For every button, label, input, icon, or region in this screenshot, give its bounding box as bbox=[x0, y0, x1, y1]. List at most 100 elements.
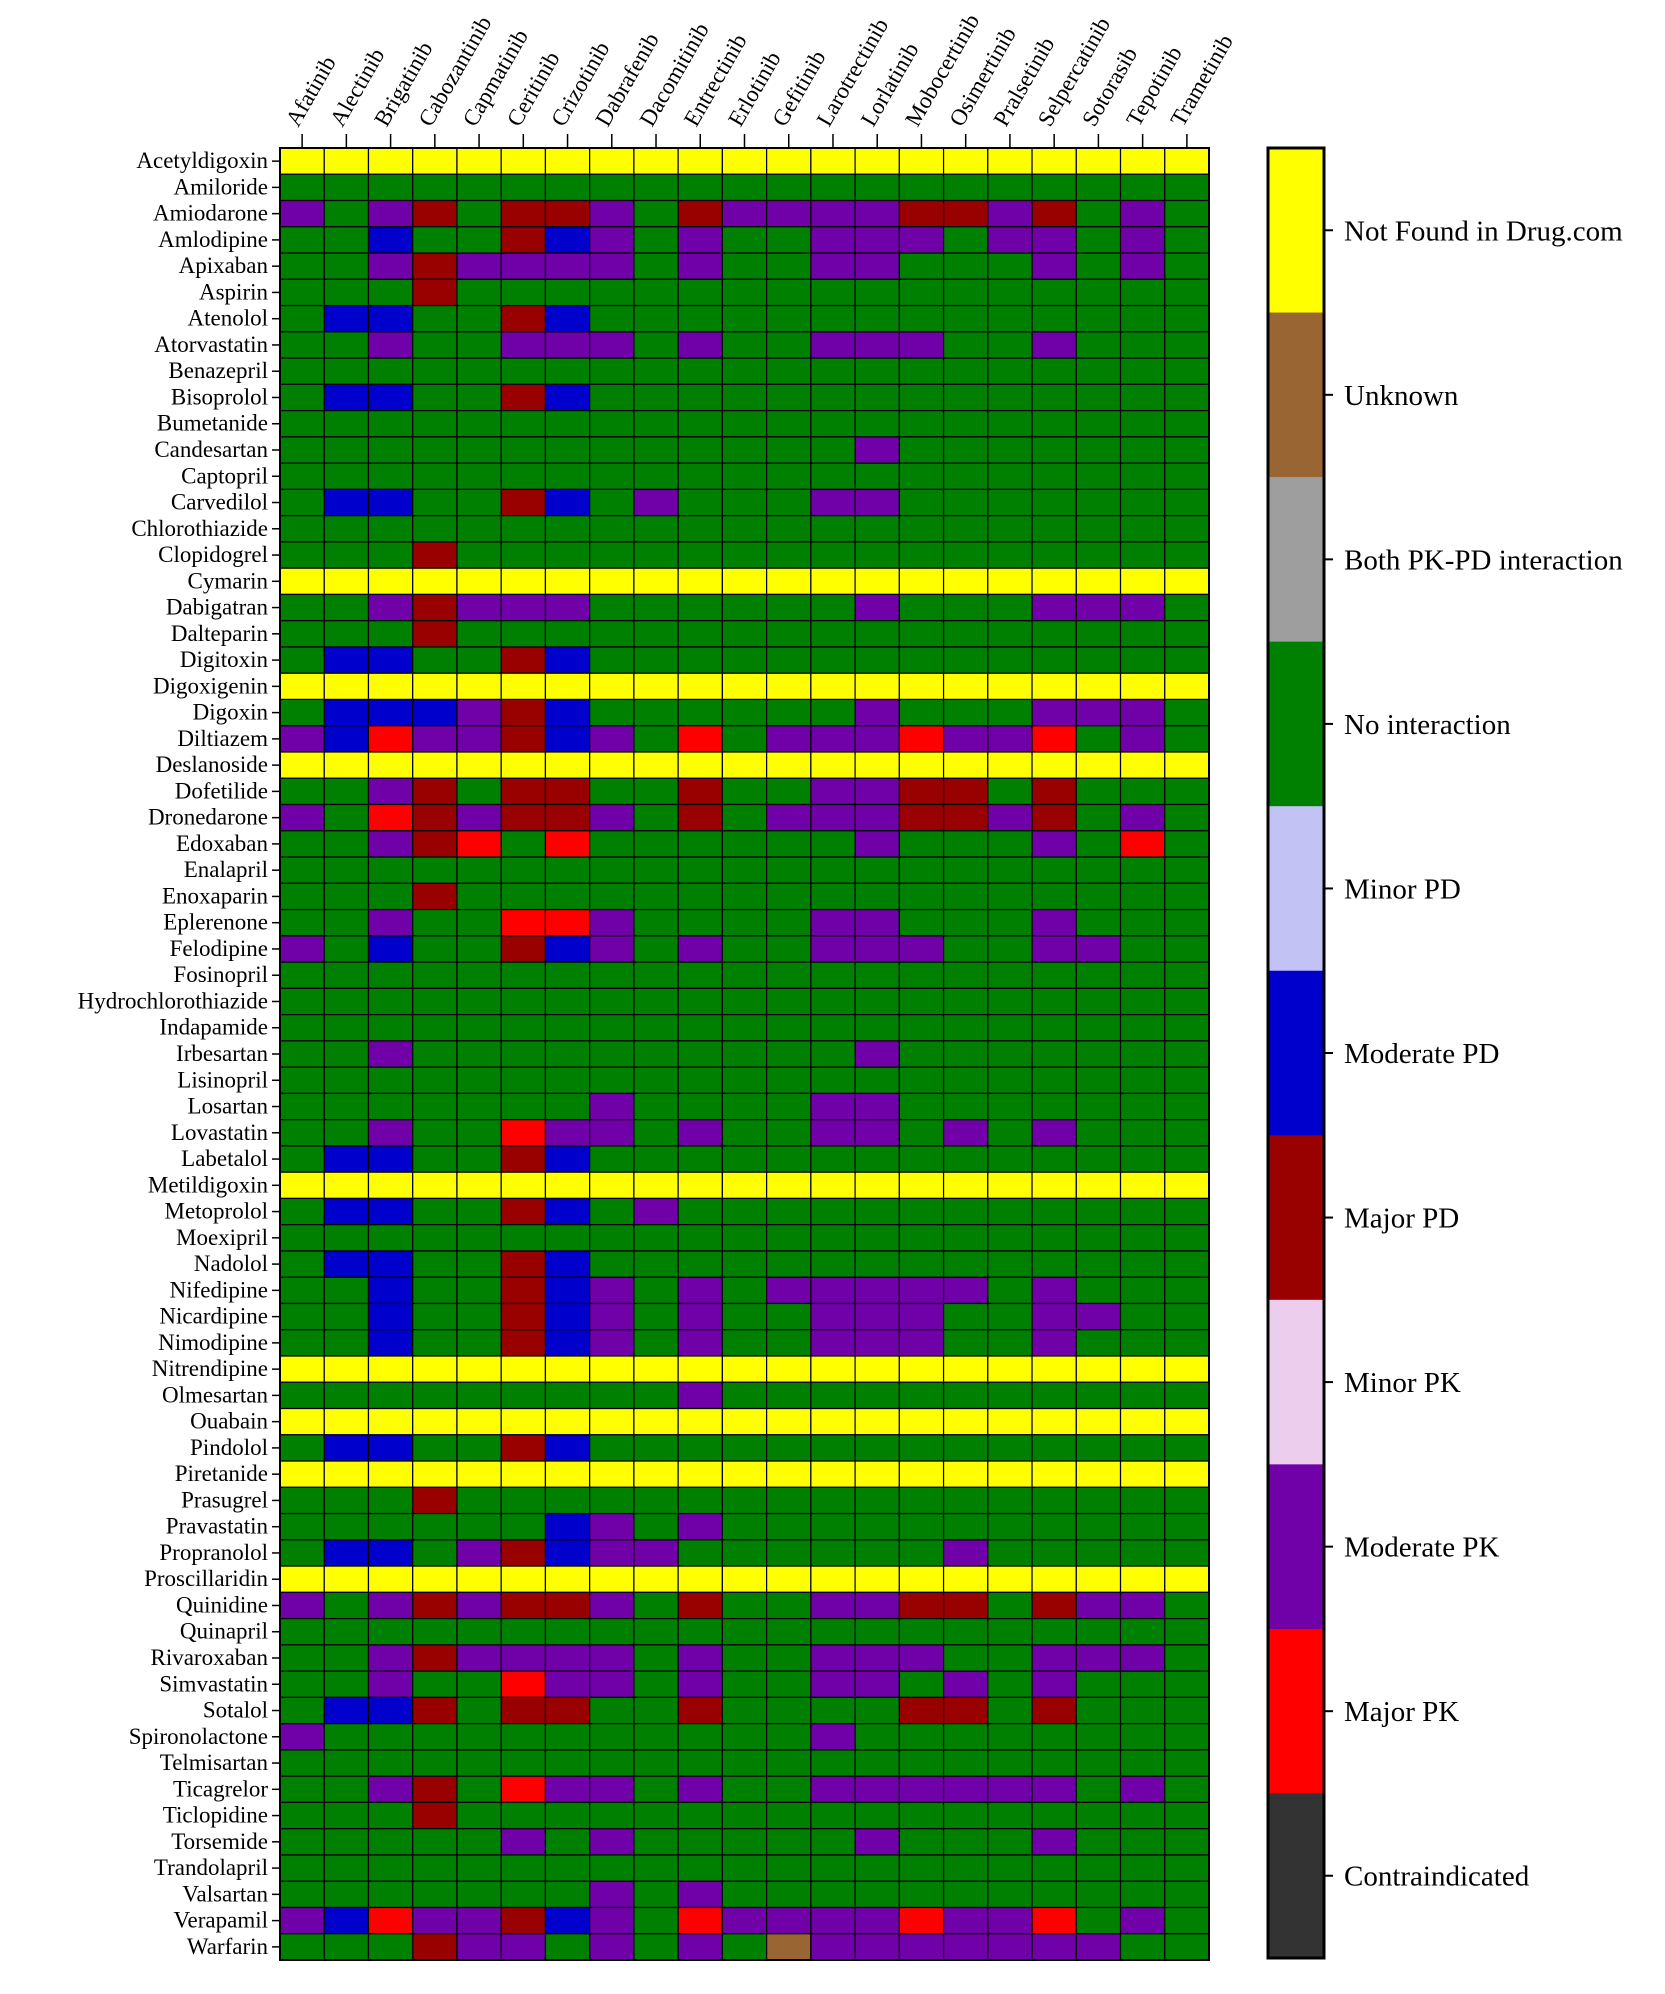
heatmap-cell bbox=[677, 226, 723, 254]
row-label: Amiodarone bbox=[153, 201, 268, 226]
column-labels: AfatinibAlectinibBrigatinibCabozantinibC… bbox=[281, 10, 1238, 148]
heatmap-cell bbox=[279, 1145, 325, 1173]
heatmap-cell bbox=[323, 935, 370, 963]
heatmap-cell bbox=[1119, 1539, 1166, 1567]
heatmap-cell bbox=[367, 383, 414, 412]
heatmap-cell bbox=[1164, 541, 1210, 569]
heatmap-cell bbox=[323, 1486, 370, 1515]
heatmap-cell bbox=[367, 935, 414, 963]
heatmap-cell bbox=[854, 278, 900, 307]
row-label: Rivaroxaban bbox=[150, 1645, 268, 1670]
heatmap-cell bbox=[1164, 1224, 1210, 1252]
heatmap-cell bbox=[1075, 331, 1122, 359]
row-label: Eplerenone bbox=[163, 910, 268, 935]
heatmap-cell bbox=[898, 1381, 945, 1410]
row-label: Verapamil bbox=[173, 1908, 268, 1933]
heatmap-cell bbox=[1075, 698, 1122, 727]
heatmap-cell bbox=[589, 357, 635, 385]
heatmap-cell bbox=[987, 987, 1033, 1016]
heatmap-cell bbox=[721, 1434, 768, 1462]
heatmap-cell bbox=[544, 1854, 591, 1882]
heatmap-cell bbox=[1075, 672, 1122, 701]
heatmap-cell bbox=[1119, 646, 1166, 674]
heatmap-cell bbox=[279, 830, 325, 858]
heatmap-cell bbox=[942, 961, 989, 989]
heatmap-cell bbox=[854, 1197, 900, 1226]
heatmap-cell bbox=[367, 1486, 414, 1515]
heatmap-cell bbox=[589, 278, 635, 307]
heatmap-cell bbox=[810, 1644, 856, 1672]
heatmap-cell bbox=[766, 1801, 812, 1830]
heatmap-cell bbox=[1075, 1723, 1122, 1751]
heatmap-cell bbox=[810, 1119, 856, 1147]
heatmap-cell bbox=[898, 1854, 945, 1882]
heatmap-cell bbox=[987, 803, 1033, 832]
heatmap-cell bbox=[677, 620, 723, 648]
heatmap-cell bbox=[721, 1066, 768, 1094]
heatmap-cell bbox=[456, 1329, 502, 1357]
heatmap-cell bbox=[721, 1801, 768, 1830]
heatmap-cell bbox=[854, 1723, 900, 1751]
heatmap-cell bbox=[500, 1407, 547, 1436]
heatmap-cell bbox=[367, 803, 414, 832]
heatmap-cell bbox=[1119, 1749, 1166, 1777]
heatmap-cell bbox=[766, 856, 812, 884]
row-label: Clopidogrel bbox=[158, 542, 268, 567]
heatmap-cell bbox=[677, 1828, 723, 1856]
heatmap-cell bbox=[279, 226, 325, 254]
heatmap-cell bbox=[854, 462, 900, 490]
heatmap-cell bbox=[898, 1906, 945, 1935]
heatmap-cell bbox=[367, 1880, 414, 1909]
heatmap-cell bbox=[721, 1512, 768, 1541]
heatmap-cell bbox=[500, 1460, 547, 1488]
heatmap-cell bbox=[854, 856, 900, 884]
heatmap-cell bbox=[898, 1696, 945, 1725]
heatmap-cell bbox=[987, 173, 1033, 202]
heatmap-cell bbox=[1119, 803, 1166, 832]
heatmap-cell bbox=[1164, 1434, 1210, 1462]
heatmap-cell bbox=[633, 908, 679, 937]
heatmap-cell bbox=[721, 1224, 768, 1252]
heatmap-cell bbox=[898, 1775, 945, 1804]
heatmap-cell bbox=[1164, 1749, 1210, 1777]
heatmap-cell bbox=[1164, 1775, 1210, 1804]
heatmap-cell bbox=[279, 410, 325, 438]
row-label: Hydrochlorothiazide bbox=[78, 988, 268, 1013]
heatmap-cell bbox=[942, 830, 989, 858]
heatmap-cell bbox=[810, 908, 856, 937]
heatmap-cell bbox=[1119, 1171, 1166, 1200]
heatmap-cell bbox=[677, 1749, 723, 1777]
heatmap-cell bbox=[544, 1014, 591, 1042]
legend-swatch bbox=[1268, 1135, 1324, 1301]
heatmap-cell bbox=[1075, 1224, 1122, 1252]
heatmap-cell bbox=[589, 1171, 635, 1200]
heatmap-cell bbox=[766, 672, 812, 701]
heatmap-cell bbox=[766, 567, 812, 596]
heatmap-cell bbox=[456, 1933, 502, 1961]
heatmap-cell bbox=[942, 620, 989, 648]
heatmap-cell bbox=[544, 1381, 591, 1410]
heatmap-cell bbox=[1075, 882, 1122, 911]
heatmap-cell bbox=[456, 436, 502, 464]
heatmap-cell bbox=[810, 1460, 856, 1488]
heatmap-cell bbox=[942, 1565, 989, 1593]
heatmap-cell bbox=[633, 1250, 679, 1278]
heatmap-cell bbox=[898, 357, 945, 385]
heatmap-cell bbox=[544, 646, 591, 674]
heatmap-cell bbox=[898, 1539, 945, 1567]
heatmap-cell bbox=[1164, 1906, 1210, 1935]
legend-label: Contraindicated bbox=[1344, 1861, 1530, 1893]
heatmap-cell bbox=[456, 1801, 502, 1830]
heatmap-cell bbox=[544, 331, 591, 359]
heatmap-cell bbox=[412, 357, 458, 385]
heatmap-cell bbox=[1031, 1880, 1077, 1909]
heatmap-cell bbox=[854, 1933, 900, 1961]
heatmap-cell bbox=[279, 1591, 325, 1620]
heatmap-cell bbox=[633, 646, 679, 674]
heatmap-cell bbox=[633, 488, 679, 517]
heatmap-cell bbox=[987, 1854, 1033, 1882]
heatmap-cell bbox=[323, 1197, 370, 1226]
heatmap-cell bbox=[589, 1224, 635, 1252]
heatmap-cell bbox=[810, 935, 856, 963]
heatmap-cell bbox=[1031, 1224, 1077, 1252]
